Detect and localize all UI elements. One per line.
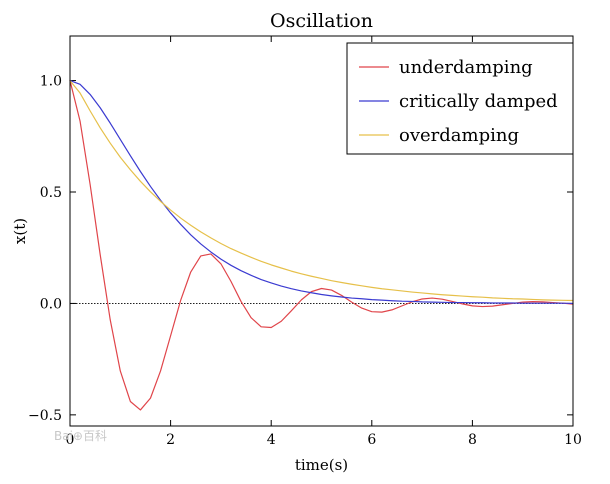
x-tick-label: 4	[267, 432, 276, 448]
x-tick-label: 10	[564, 432, 582, 448]
series-line-critically-damped	[69, 79, 574, 305]
chart-title: Oscillation	[270, 10, 373, 32]
legend-label-overdamping: overdamping	[399, 125, 519, 146]
x-tick-label: 2	[166, 432, 175, 448]
series-line-overdamping	[69, 79, 574, 302]
series-line-underdamping	[69, 79, 574, 411]
y-tick-label: 0.5	[40, 185, 62, 201]
y-tick-label: 0.0	[40, 296, 62, 312]
x-axis-label: time(s)	[295, 456, 348, 474]
legend-label-underdamping: underdamping	[399, 57, 533, 78]
baidu-watermark: Bai⊕百科	[54, 429, 107, 443]
y-tick-label: −0.5	[28, 408, 62, 424]
y-tick-label: 1.0	[40, 74, 62, 90]
y-axis-label: x(t)	[11, 218, 29, 244]
x-tick-label: 8	[468, 432, 477, 448]
x-tick-label: 0	[66, 432, 75, 448]
x-tick-label: 6	[367, 432, 376, 448]
legend-label-critically-damped: critically damped	[399, 91, 558, 112]
axes-frame	[69, 35, 574, 427]
